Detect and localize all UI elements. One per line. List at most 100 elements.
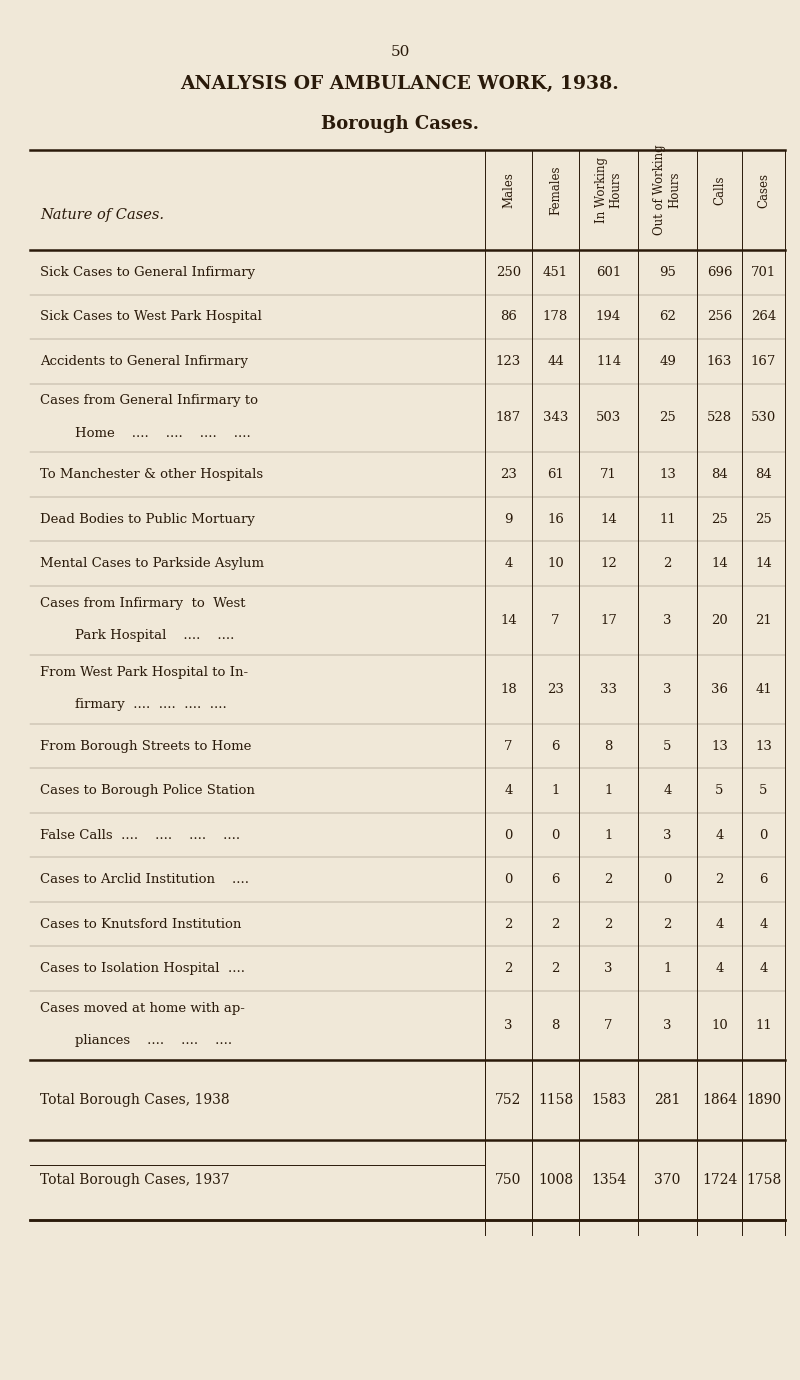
Text: 0: 0 xyxy=(504,828,513,842)
Text: 10: 10 xyxy=(547,558,564,570)
Text: 3: 3 xyxy=(663,614,672,627)
Text: 36: 36 xyxy=(711,683,728,696)
Text: 6: 6 xyxy=(551,874,560,886)
Text: 2: 2 xyxy=(551,918,560,930)
Text: Cases to Knutsford Institution: Cases to Knutsford Institution xyxy=(40,918,242,930)
Text: Home    ....    ....    ....    ....: Home .... .... .... .... xyxy=(75,426,250,440)
Text: 1758: 1758 xyxy=(746,1173,781,1187)
Text: 4: 4 xyxy=(504,784,513,798)
Text: 3: 3 xyxy=(604,962,613,976)
Text: 8: 8 xyxy=(551,1018,560,1032)
Text: Accidents to General Infirmary: Accidents to General Infirmary xyxy=(40,355,248,367)
Text: Dead Bodies to Public Mortuary: Dead Bodies to Public Mortuary xyxy=(40,513,255,526)
Text: 3: 3 xyxy=(663,1018,672,1032)
Text: 4: 4 xyxy=(663,784,672,798)
Text: 18: 18 xyxy=(500,683,517,696)
Text: 2: 2 xyxy=(715,874,724,886)
Text: 23: 23 xyxy=(500,468,517,482)
Text: 33: 33 xyxy=(600,683,617,696)
Text: 13: 13 xyxy=(659,468,676,482)
Text: 696: 696 xyxy=(706,266,732,279)
Text: 14: 14 xyxy=(755,558,772,570)
Text: 701: 701 xyxy=(751,266,776,279)
Text: 84: 84 xyxy=(711,468,728,482)
Text: Cases from General Infirmary to: Cases from General Infirmary to xyxy=(40,395,258,407)
Text: 370: 370 xyxy=(654,1173,681,1187)
Text: 1354: 1354 xyxy=(591,1173,626,1187)
Text: 14: 14 xyxy=(600,513,617,526)
Text: 8: 8 xyxy=(604,740,613,752)
Text: From West Park Hospital to In-: From West Park Hospital to In- xyxy=(40,665,248,679)
Text: 2: 2 xyxy=(604,874,613,886)
Text: 71: 71 xyxy=(600,468,617,482)
Text: Mental Cases to Parkside Asylum: Mental Cases to Parkside Asylum xyxy=(40,558,264,570)
Text: 86: 86 xyxy=(500,310,517,323)
Text: 9: 9 xyxy=(504,513,513,526)
Text: 1583: 1583 xyxy=(591,1093,626,1107)
Text: False Calls  ....    ....    ....    ....: False Calls .... .... .... .... xyxy=(40,828,240,842)
Text: 17: 17 xyxy=(600,614,617,627)
Text: Total Borough Cases, 1938: Total Borough Cases, 1938 xyxy=(40,1093,230,1107)
Text: 20: 20 xyxy=(711,614,728,627)
Text: Cases moved at home with ap-: Cases moved at home with ap- xyxy=(40,1002,245,1014)
Text: 25: 25 xyxy=(711,513,728,526)
Text: 451: 451 xyxy=(543,266,568,279)
Text: 264: 264 xyxy=(751,310,776,323)
Text: 11: 11 xyxy=(755,1018,772,1032)
Text: 4: 4 xyxy=(759,918,768,930)
Text: Park Hospital    ....    ....: Park Hospital .... .... xyxy=(75,629,234,642)
Text: 163: 163 xyxy=(707,355,732,367)
Text: 187: 187 xyxy=(496,411,521,425)
Text: 16: 16 xyxy=(547,513,564,526)
Text: Cases to Isolation Hospital  ....: Cases to Isolation Hospital .... xyxy=(40,962,245,976)
Text: 1: 1 xyxy=(604,828,613,842)
Text: 1: 1 xyxy=(551,784,560,798)
Text: 2: 2 xyxy=(551,962,560,976)
Text: To Manchester & other Hospitals: To Manchester & other Hospitals xyxy=(40,468,263,482)
Text: Females: Females xyxy=(549,166,562,215)
Text: 3: 3 xyxy=(663,828,672,842)
Text: 1890: 1890 xyxy=(746,1093,781,1107)
Text: Cases from Infirmary  to  West: Cases from Infirmary to West xyxy=(40,596,246,610)
Text: 752: 752 xyxy=(495,1093,522,1107)
Text: 62: 62 xyxy=(659,310,676,323)
Text: 6: 6 xyxy=(551,740,560,752)
Text: 41: 41 xyxy=(755,683,772,696)
Text: 12: 12 xyxy=(600,558,617,570)
Text: 1724: 1724 xyxy=(702,1173,737,1187)
Text: 2: 2 xyxy=(504,962,513,976)
Text: 5: 5 xyxy=(715,784,724,798)
Text: Calls: Calls xyxy=(713,175,726,204)
Text: 1864: 1864 xyxy=(702,1093,737,1107)
Text: 503: 503 xyxy=(596,411,621,425)
Text: 49: 49 xyxy=(659,355,676,367)
Text: 2: 2 xyxy=(604,918,613,930)
Text: 3: 3 xyxy=(504,1018,513,1032)
Text: 2: 2 xyxy=(663,918,672,930)
Text: pliances    ....    ....    ....: pliances .... .... .... xyxy=(75,1034,232,1047)
Text: 14: 14 xyxy=(500,614,517,627)
Text: 84: 84 xyxy=(755,468,772,482)
Text: 61: 61 xyxy=(547,468,564,482)
Text: Total Borough Cases, 1937: Total Borough Cases, 1937 xyxy=(40,1173,230,1187)
Text: 7: 7 xyxy=(604,1018,613,1032)
Text: 123: 123 xyxy=(496,355,521,367)
Text: 2: 2 xyxy=(504,918,513,930)
Text: 0: 0 xyxy=(759,828,768,842)
Text: 5: 5 xyxy=(759,784,768,798)
Text: firmary  ....  ....  ....  ....: firmary .... .... .... .... xyxy=(75,698,226,711)
Text: Cases: Cases xyxy=(757,172,770,207)
Text: 95: 95 xyxy=(659,266,676,279)
Text: Nature of Cases.: Nature of Cases. xyxy=(40,208,164,222)
Text: 11: 11 xyxy=(659,513,676,526)
Text: 7: 7 xyxy=(551,614,560,627)
Text: 4: 4 xyxy=(715,918,724,930)
Text: 23: 23 xyxy=(547,683,564,696)
Text: 4: 4 xyxy=(715,962,724,976)
Text: 14: 14 xyxy=(711,558,728,570)
Text: In Working
Hours: In Working Hours xyxy=(594,157,622,224)
Text: 13: 13 xyxy=(711,740,728,752)
Text: Borough Cases.: Borough Cases. xyxy=(321,115,479,132)
Text: Out of Working
Hours: Out of Working Hours xyxy=(654,145,682,236)
Text: 250: 250 xyxy=(496,266,521,279)
